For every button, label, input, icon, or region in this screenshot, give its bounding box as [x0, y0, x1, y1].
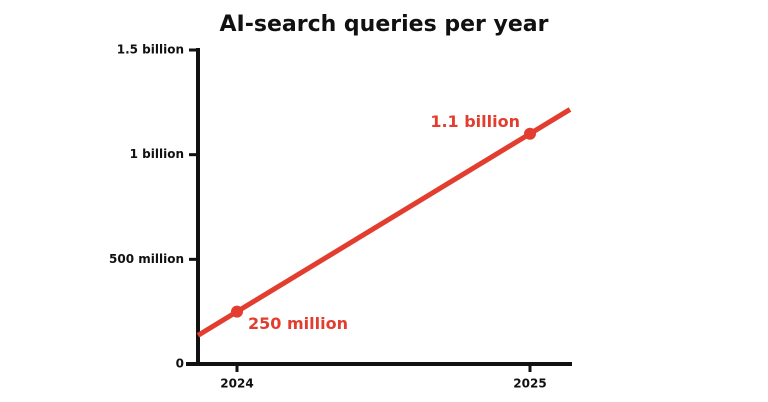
line [235, 131, 532, 314]
y-tick-label: 1 billion [130, 147, 184, 161]
trend-extension [528, 107, 572, 136]
y-tick-label: 500 million [109, 252, 184, 266]
x-tick-label: 2024 [220, 377, 253, 391]
trend-extension [196, 309, 239, 338]
x-tick-label: 2025 [513, 377, 546, 391]
chart-title: AI-search queries per year [220, 12, 549, 37]
value-label: 250 million [248, 314, 348, 333]
point [524, 127, 536, 140]
value-label: 1.1 billion [430, 112, 520, 131]
point [231, 305, 243, 318]
y-tick-label: 1.5 billion [117, 43, 184, 57]
y-tick-label: 0 [176, 357, 184, 371]
